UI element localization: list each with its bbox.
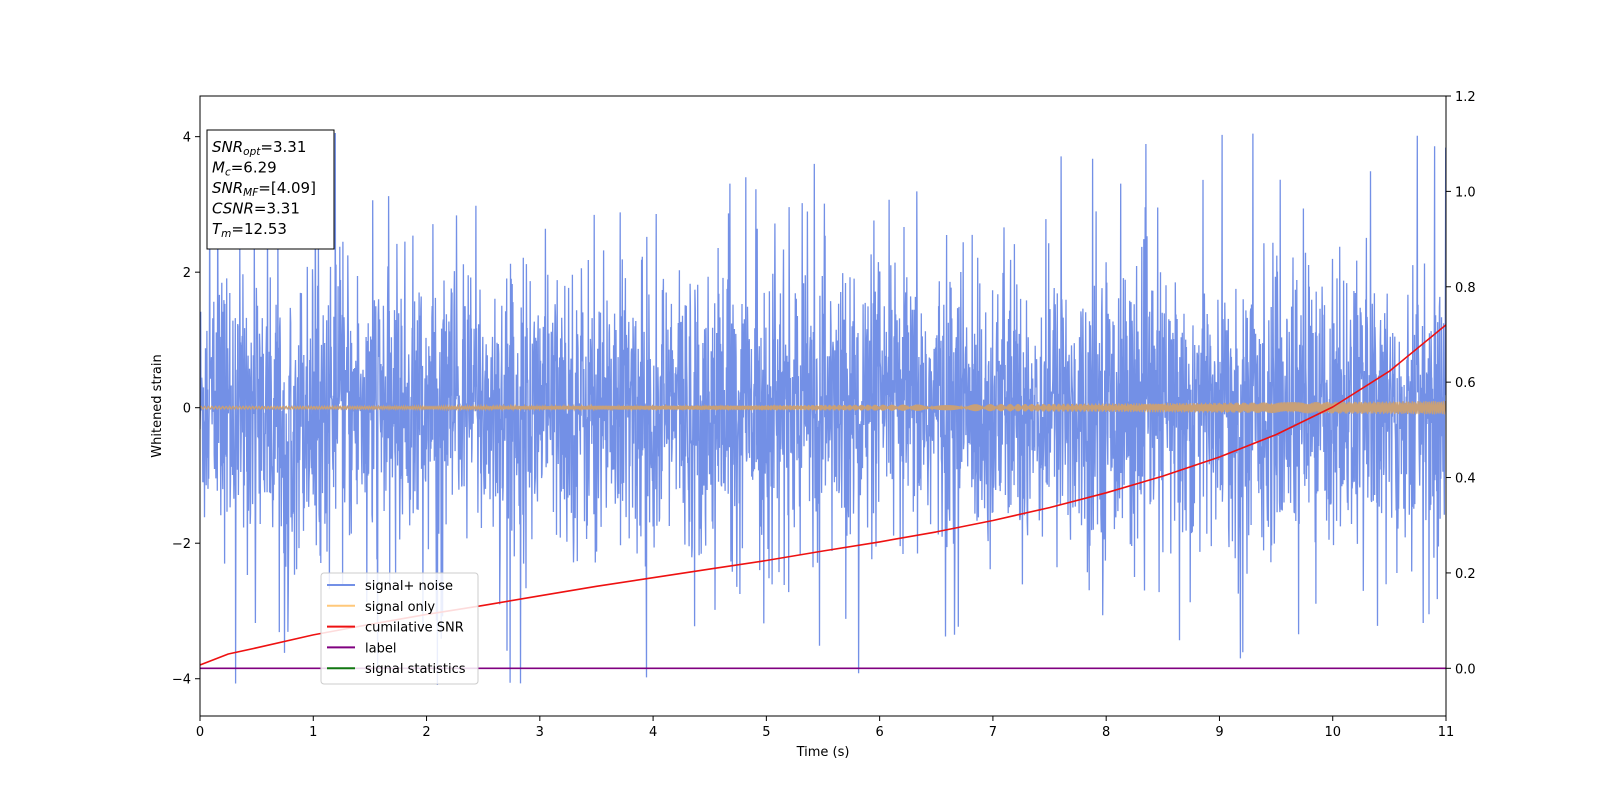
y-axis-right: 0.0 0.2 0.4 0.6 0.8 1.0 1.2	[1446, 90, 1476, 677]
series-signal-only	[200, 400, 1446, 415]
stats-line: SNRMF=[4.09]	[212, 179, 316, 199]
x-tick-label: 3	[536, 725, 544, 740]
stats-symbol: SNR	[212, 138, 243, 156]
legend-label: signal statistics	[365, 662, 466, 677]
stats-symbol: M	[212, 159, 225, 177]
x-tick-label: 4	[649, 725, 657, 740]
x-axis: 0 1 2 3 4 5 6 7 8 9 10 11	[196, 716, 1454, 740]
stats-box: SNRopt=3.31Mc=6.29SNRMF=[4.09]CSNR=3.31T…	[206, 129, 335, 250]
stats-line: CSNR=3.31	[212, 200, 300, 218]
x-tick-label: 8	[1102, 725, 1110, 740]
x-tick-label: 6	[875, 725, 883, 740]
stats-line: Tm=12.53	[212, 220, 287, 240]
signal-only-line	[200, 400, 1446, 415]
y2-tick-label: 0.2	[1455, 567, 1476, 582]
x-axis-title: Time (s)	[796, 745, 850, 760]
stats-value: =3.31	[254, 200, 300, 218]
stats-subscript: MF	[243, 187, 259, 199]
y-tick-label: 4	[183, 131, 191, 146]
stats-box-frame	[206, 129, 335, 250]
y-tick-label: 0	[183, 402, 191, 417]
plot-frame	[199, 95, 1447, 717]
legend-label: label	[365, 641, 396, 656]
y2-tick-label: 0.6	[1455, 376, 1476, 391]
x-tick-label: 5	[762, 725, 770, 740]
x-tick-label: 1	[309, 725, 317, 740]
y-tick-label: −4	[172, 673, 191, 688]
x-tick-label: 0	[196, 725, 204, 740]
y-tick-label: 2	[183, 266, 191, 281]
stats-value: =3.31	[260, 138, 306, 156]
stats-line: Mc=6.29	[212, 159, 277, 179]
y2-tick-label: 0.0	[1455, 662, 1476, 677]
stats-subscript: opt	[243, 146, 261, 158]
stats-symbol: T	[212, 220, 223, 238]
legend-label: cumilative SNR	[365, 621, 464, 636]
legend-frame	[320, 572, 479, 685]
legend: signal+ noise signal only cumilative SNR la…	[320, 572, 479, 685]
stats-subscript: c	[225, 167, 231, 179]
x-tick-label: 7	[989, 725, 997, 740]
legend-label: signal only	[365, 600, 435, 615]
y2-tick-label: 0.4	[1455, 472, 1476, 487]
stats-value: =[4.09]	[258, 179, 316, 197]
stats-value: =12.53	[231, 220, 287, 238]
y-tick-label: −2	[172, 537, 191, 552]
x-tick-label: 10	[1324, 725, 1341, 740]
stats-symbol: SNR	[212, 179, 243, 197]
stats-subscript: m	[221, 228, 231, 240]
stats-value: =6.29	[231, 159, 277, 177]
stats-line: SNRopt=3.31	[212, 138, 306, 158]
y-axis-left: −4 −2 0 2 4	[172, 131, 200, 688]
y2-tick-label: 1.2	[1455, 90, 1476, 105]
x-tick-label: 9	[1215, 725, 1223, 740]
legend-label: signal+ noise	[365, 579, 453, 594]
x-tick-label: 2	[422, 725, 430, 740]
stats-symbol: CSNR	[212, 200, 254, 218]
y-axis-title: Whitened strain	[150, 354, 165, 457]
y2-tick-label: 0.8	[1455, 281, 1476, 296]
x-tick-label: 11	[1438, 725, 1455, 740]
y2-tick-label: 1.0	[1455, 185, 1476, 200]
